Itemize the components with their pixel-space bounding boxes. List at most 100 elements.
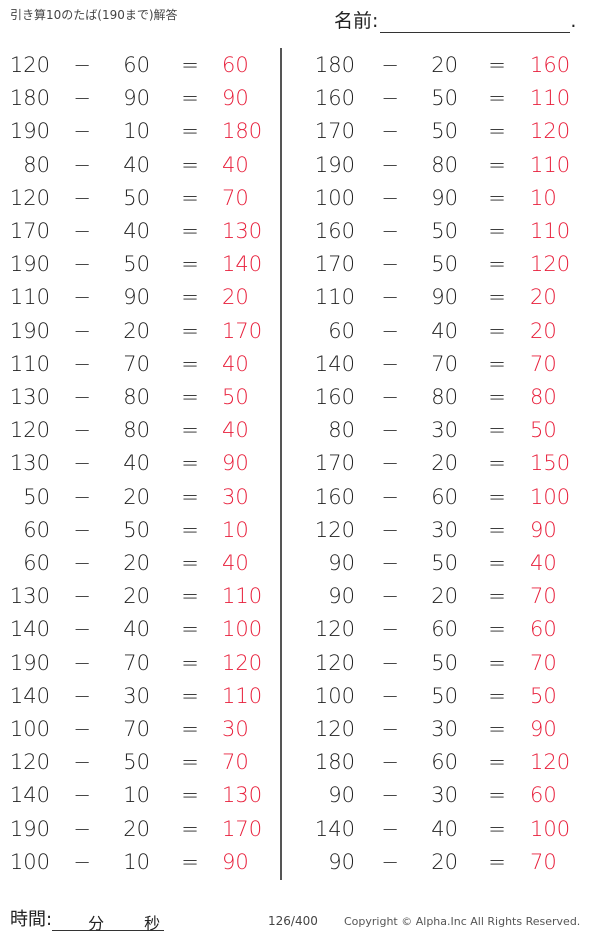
minuend: 170 bbox=[314, 451, 355, 476]
answer: 50 bbox=[222, 385, 249, 409]
time-input-line[interactable]: 分秒 bbox=[52, 910, 165, 933]
subtrahend: 30 bbox=[431, 517, 458, 542]
minuend: 190 bbox=[314, 152, 355, 177]
subtrahend: 70 bbox=[123, 650, 150, 675]
answer: 30 bbox=[222, 717, 249, 741]
minuend: 120 bbox=[314, 617, 355, 642]
answer: 170 bbox=[222, 318, 263, 343]
minuend: 90 bbox=[328, 849, 355, 874]
subtrahend: 30 bbox=[431, 717, 458, 741]
subtrahend: 70 bbox=[123, 351, 150, 376]
equals-sign: = bbox=[488, 717, 506, 741]
problem-row: 140−40 = 100 bbox=[0, 614, 600, 644]
subtrahend: 50 bbox=[123, 750, 150, 775]
minuend: 50 bbox=[23, 484, 50, 509]
problem-row: 180−90 = 90 bbox=[0, 83, 600, 113]
minus-sign: − bbox=[381, 750, 399, 775]
answer: 100 bbox=[530, 816, 571, 841]
answer: 110 bbox=[222, 683, 263, 708]
equals-sign: = bbox=[181, 385, 199, 409]
answer: 90 bbox=[222, 86, 249, 111]
minuend: 90 bbox=[328, 783, 355, 808]
answer: 110 bbox=[530, 152, 571, 177]
answer: 90 bbox=[530, 717, 557, 741]
equals-sign: = bbox=[488, 617, 506, 642]
minuend: 130 bbox=[9, 584, 50, 609]
minus-sign: − bbox=[381, 53, 399, 77]
problem-row: 120 − 30 = 90 bbox=[0, 714, 600, 744]
problem-row: 90 − 20 = 70 bbox=[0, 581, 600, 611]
equals-sign: = bbox=[488, 385, 506, 409]
minuend: 190 bbox=[9, 318, 50, 343]
equals-sign: = bbox=[181, 86, 199, 111]
minus-sign: − bbox=[73, 584, 91, 609]
name-label: 名前: bbox=[334, 10, 379, 32]
minutes-label: 分 bbox=[88, 914, 105, 933]
problem-row: 110−90 = 20 bbox=[0, 282, 600, 312]
minus-sign: − bbox=[73, 849, 91, 874]
subtrahend: 20 bbox=[123, 584, 150, 609]
problem-row: 190−20 = 170 bbox=[0, 316, 600, 346]
minus-sign: − bbox=[381, 584, 399, 609]
answer: 20 bbox=[530, 285, 557, 310]
answer: 180 bbox=[222, 119, 263, 144]
answer: 70 bbox=[530, 650, 557, 675]
minuend: 100 bbox=[9, 717, 50, 741]
minus-sign: − bbox=[381, 451, 399, 476]
minuend: 160 bbox=[314, 86, 355, 111]
problem-row: 110−70 = 40 bbox=[0, 349, 600, 379]
equals-sign: = bbox=[181, 849, 199, 874]
minus-sign: − bbox=[381, 517, 399, 542]
subtrahend: 10 bbox=[123, 119, 150, 144]
minus-sign: − bbox=[381, 849, 399, 874]
minuend: 190 bbox=[9, 650, 50, 675]
problem-row: 100−10 = 90 bbox=[0, 847, 600, 877]
minuend: 140 bbox=[314, 351, 355, 376]
answer: 70 bbox=[222, 185, 249, 210]
subtrahend: 60 bbox=[431, 617, 458, 642]
problem-row: 60 − 40 = 20 bbox=[0, 316, 600, 346]
name-end: . bbox=[570, 10, 577, 32]
minus-sign: − bbox=[73, 451, 91, 476]
problem-row: 140−10 = 130 bbox=[0, 780, 600, 810]
problem-row: 120−50 = 70 bbox=[0, 747, 600, 777]
problem-row: 160 − 60 = 100 bbox=[0, 482, 600, 512]
subtrahend: 60 bbox=[431, 484, 458, 509]
problem-row: 120 − 30 = 90 bbox=[0, 515, 600, 545]
equals-sign: = bbox=[181, 584, 199, 609]
name-input-line[interactable] bbox=[380, 14, 571, 33]
problem-row: 140−30 = 110 bbox=[0, 681, 600, 711]
problem-row: 170 − 20 = 150 bbox=[0, 448, 600, 478]
equals-sign: = bbox=[181, 119, 199, 144]
minuend: 170 bbox=[314, 119, 355, 144]
minuend: 130 bbox=[9, 451, 50, 476]
seconds-label: 秒 bbox=[144, 914, 161, 933]
problem-row: 120−50 = 70 bbox=[0, 183, 600, 213]
equals-sign: = bbox=[488, 484, 506, 509]
answer: 50 bbox=[530, 683, 557, 708]
minuend: 120 bbox=[9, 53, 50, 77]
answer: 100 bbox=[530, 484, 571, 509]
minuend: 60 bbox=[23, 551, 50, 575]
answer: 40 bbox=[222, 351, 249, 376]
answer: 90 bbox=[222, 451, 249, 476]
problem-row: 130−20 = 110 bbox=[0, 581, 600, 611]
answer: 110 bbox=[530, 86, 571, 111]
problem-row: 190−20 = 170 bbox=[0, 814, 600, 844]
minus-sign: − bbox=[381, 717, 399, 741]
answer: 30 bbox=[222, 484, 249, 509]
equals-sign: = bbox=[488, 86, 506, 111]
minus-sign: − bbox=[73, 717, 91, 741]
equals-sign: = bbox=[488, 285, 506, 310]
problem-row: 190−70 = 120 bbox=[0, 648, 600, 678]
minus-sign: − bbox=[73, 617, 91, 642]
problem-row: 190−10 = 180 bbox=[0, 116, 600, 146]
problem-row: 80−40 = 40 bbox=[0, 150, 600, 180]
minus-sign: − bbox=[381, 252, 399, 277]
minus-sign: − bbox=[73, 551, 91, 575]
minus-sign: − bbox=[73, 418, 91, 443]
minus-sign: − bbox=[381, 617, 399, 642]
minus-sign: − bbox=[73, 219, 91, 243]
worksheet-title: 引き算10のたば(190まで)解答 bbox=[10, 8, 178, 22]
minuend: 140 bbox=[9, 683, 50, 708]
